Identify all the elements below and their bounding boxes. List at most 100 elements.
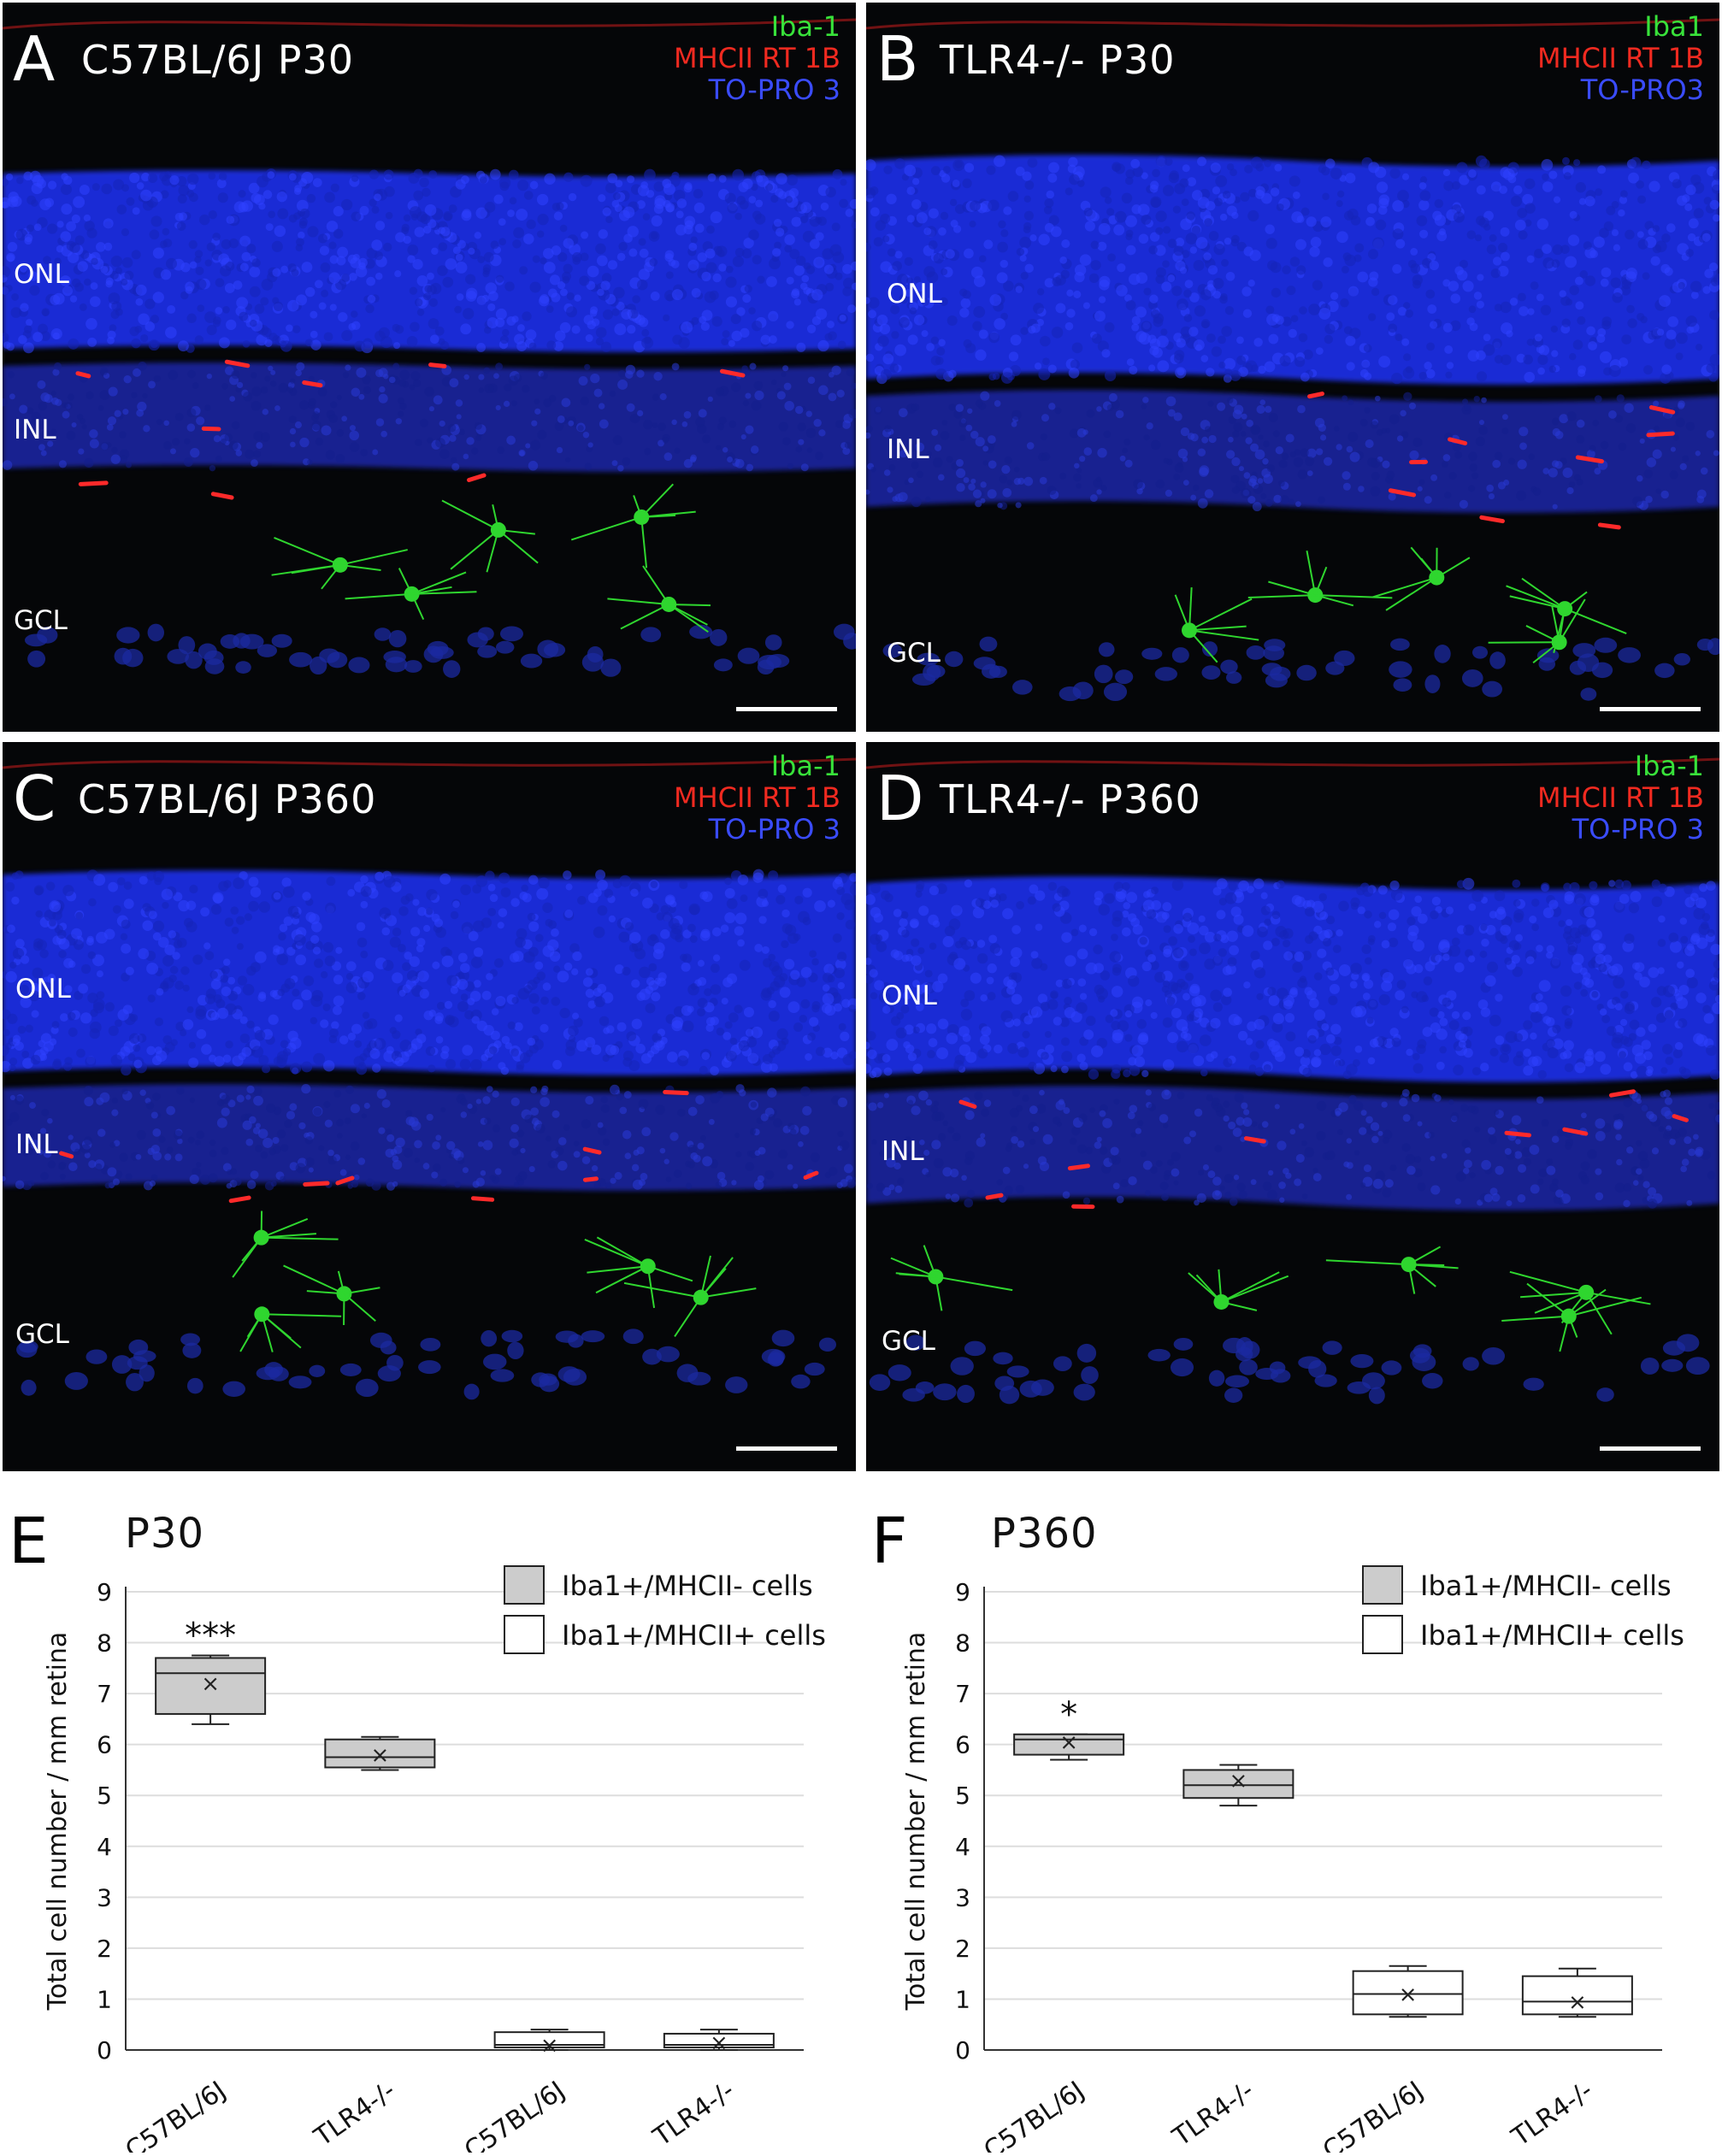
box-0: × *** bbox=[156, 1616, 265, 1723]
panel-title: C57BL/6J P30 bbox=[81, 40, 354, 80]
legend-label: Iba1+/MHCII+ cells bbox=[1420, 1619, 1684, 1652]
mhcii-cell bbox=[1600, 525, 1619, 527]
y-tick-label: 5 bbox=[97, 1782, 112, 1810]
box-1: × bbox=[1183, 1764, 1293, 1806]
legend-red: MHCII RT 1B bbox=[674, 782, 840, 814]
panel-letter: A bbox=[13, 28, 55, 90]
micrograph-image bbox=[866, 742, 1719, 1471]
legend-blue: TO-PRO 3 bbox=[1537, 814, 1704, 845]
mhcii-cell bbox=[665, 1092, 687, 1093]
mhcii-cell bbox=[1246, 1139, 1264, 1142]
panel-letter: F bbox=[871, 1510, 908, 1573]
layer-label-onl: ONL bbox=[887, 281, 942, 308]
mhcii-cell bbox=[231, 1198, 249, 1201]
panel-letter: B bbox=[876, 28, 918, 90]
legend-blue: TO-PRO 3 bbox=[674, 814, 840, 845]
y-tick-label: 0 bbox=[955, 2036, 970, 2065]
mhcii-cell bbox=[78, 374, 89, 376]
mhcii-cell bbox=[1648, 433, 1672, 435]
x-tick-label: C57BL/6J bbox=[120, 2076, 231, 2153]
mhcii-cell bbox=[1310, 394, 1323, 397]
legend-green: Iba1 bbox=[1537, 11, 1704, 43]
legend-green: Iba-1 bbox=[674, 751, 840, 782]
legend-swatch bbox=[1363, 1616, 1402, 1653]
micrograph-panel-a: A C57BL/6J P30 Iba-1 MHCII RT 1B TO-PRO … bbox=[3, 3, 856, 732]
y-tick-label: 7 bbox=[97, 1680, 112, 1708]
stain-legend: Iba1 MHCII RT 1B TO-PRO3 bbox=[1537, 11, 1704, 106]
mhcii-cell bbox=[431, 365, 445, 367]
panel-title: TLR4-/- P30 bbox=[940, 40, 1176, 80]
micrograph-image bbox=[866, 3, 1719, 732]
box-0: ×* bbox=[1014, 1695, 1123, 1760]
y-tick-label: 2 bbox=[955, 1935, 970, 1963]
mean-marker: × bbox=[540, 2033, 559, 2059]
mean-marker: × bbox=[201, 1671, 220, 1697]
y-tick-label: 6 bbox=[955, 1731, 970, 1759]
box-2: × bbox=[1353, 1966, 1463, 2018]
y-tick-label: 6 bbox=[97, 1731, 112, 1759]
mean-marker: × bbox=[370, 1743, 389, 1769]
mean-marker: × bbox=[1399, 1982, 1418, 2007]
box-2: × bbox=[495, 2029, 604, 2059]
x-tick-label: TLR4-/- bbox=[1167, 2076, 1259, 2153]
x-tick-label: TLR4-/- bbox=[309, 2076, 401, 2153]
x-tick-label: C57BL/6J bbox=[978, 2076, 1089, 2153]
chart-title: P30 bbox=[125, 1513, 204, 1554]
layer-label-gcl: GCL bbox=[14, 608, 68, 634]
y-tick-label: 2 bbox=[97, 1935, 112, 1963]
mhcii-cell bbox=[585, 1179, 596, 1180]
mhcii-cell bbox=[988, 1195, 1001, 1198]
y-axis-label: Total cell number / mm retina bbox=[43, 1632, 73, 2012]
y-tick-label: 1 bbox=[97, 1985, 112, 2013]
inner-nuclear-layer bbox=[866, 1086, 1719, 1211]
panel-letter: D bbox=[876, 768, 923, 829]
y-tick-label: 4 bbox=[97, 1833, 112, 1861]
scale-bar bbox=[1600, 707, 1701, 711]
micrograph-image bbox=[3, 3, 856, 732]
legend-swatch bbox=[504, 1566, 544, 1604]
legend-label: Iba1+/MHCII- cells bbox=[562, 1570, 813, 1602]
significance-marker: * bbox=[1060, 1695, 1077, 1735]
mhcii-cell bbox=[305, 1183, 327, 1184]
panel-letter: C bbox=[13, 768, 56, 829]
y-tick-label: 9 bbox=[955, 1578, 970, 1606]
chart-title: P360 bbox=[991, 1513, 1098, 1554]
y-tick-label: 5 bbox=[955, 1782, 970, 1810]
scale-bar bbox=[736, 707, 837, 711]
legend-green: Iba-1 bbox=[1537, 751, 1704, 782]
legend-swatch bbox=[1363, 1566, 1402, 1604]
panel-letter: E bbox=[9, 1510, 49, 1573]
x-tick-label: TLR4-/- bbox=[1506, 2076, 1598, 2153]
layer-label-gcl: GCL bbox=[882, 1328, 935, 1355]
layer-label-onl: ONL bbox=[882, 983, 937, 1010]
stain-legend: Iba-1 MHCII RT 1B TO-PRO 3 bbox=[1537, 751, 1704, 845]
layer-label-inl: INL bbox=[14, 417, 56, 444]
significance-marker: *** bbox=[185, 1616, 236, 1655]
y-axis-label: Total cell number / mm retina bbox=[901, 1632, 931, 2012]
legend-blue: TO-PRO3 bbox=[1537, 74, 1704, 106]
legend-red: MHCII RT 1B bbox=[1537, 782, 1704, 814]
mhcii-cell bbox=[473, 1199, 492, 1200]
y-tick-label: 8 bbox=[97, 1629, 112, 1658]
y-tick-label: 4 bbox=[955, 1833, 970, 1861]
layer-label-inl: INL bbox=[887, 437, 929, 463]
mhcii-cell bbox=[1070, 1166, 1088, 1169]
box-3: × bbox=[664, 2029, 774, 2056]
y-tick-label: 9 bbox=[97, 1578, 112, 1606]
x-tick-label: C57BL/6J bbox=[1318, 2076, 1429, 2153]
layer-label-gcl: GCL bbox=[887, 640, 941, 667]
mhcii-cell bbox=[1507, 1133, 1529, 1135]
legend-blue: TO-PRO 3 bbox=[674, 74, 840, 106]
y-tick-label: 7 bbox=[955, 1680, 970, 1708]
x-tick-label: C57BL/6J bbox=[459, 2076, 570, 2153]
layer-label-onl: ONL bbox=[15, 976, 71, 1003]
mean-marker: × bbox=[710, 2030, 728, 2056]
legend-swatch bbox=[504, 1616, 544, 1653]
scale-bar bbox=[736, 1446, 837, 1451]
layer-label-inl: INL bbox=[882, 1139, 924, 1165]
layer-label-inl: INL bbox=[15, 1132, 58, 1158]
y-tick-label: 3 bbox=[97, 1883, 112, 1912]
mean-marker: × bbox=[1229, 1768, 1247, 1794]
scale-bar bbox=[1600, 1446, 1701, 1451]
